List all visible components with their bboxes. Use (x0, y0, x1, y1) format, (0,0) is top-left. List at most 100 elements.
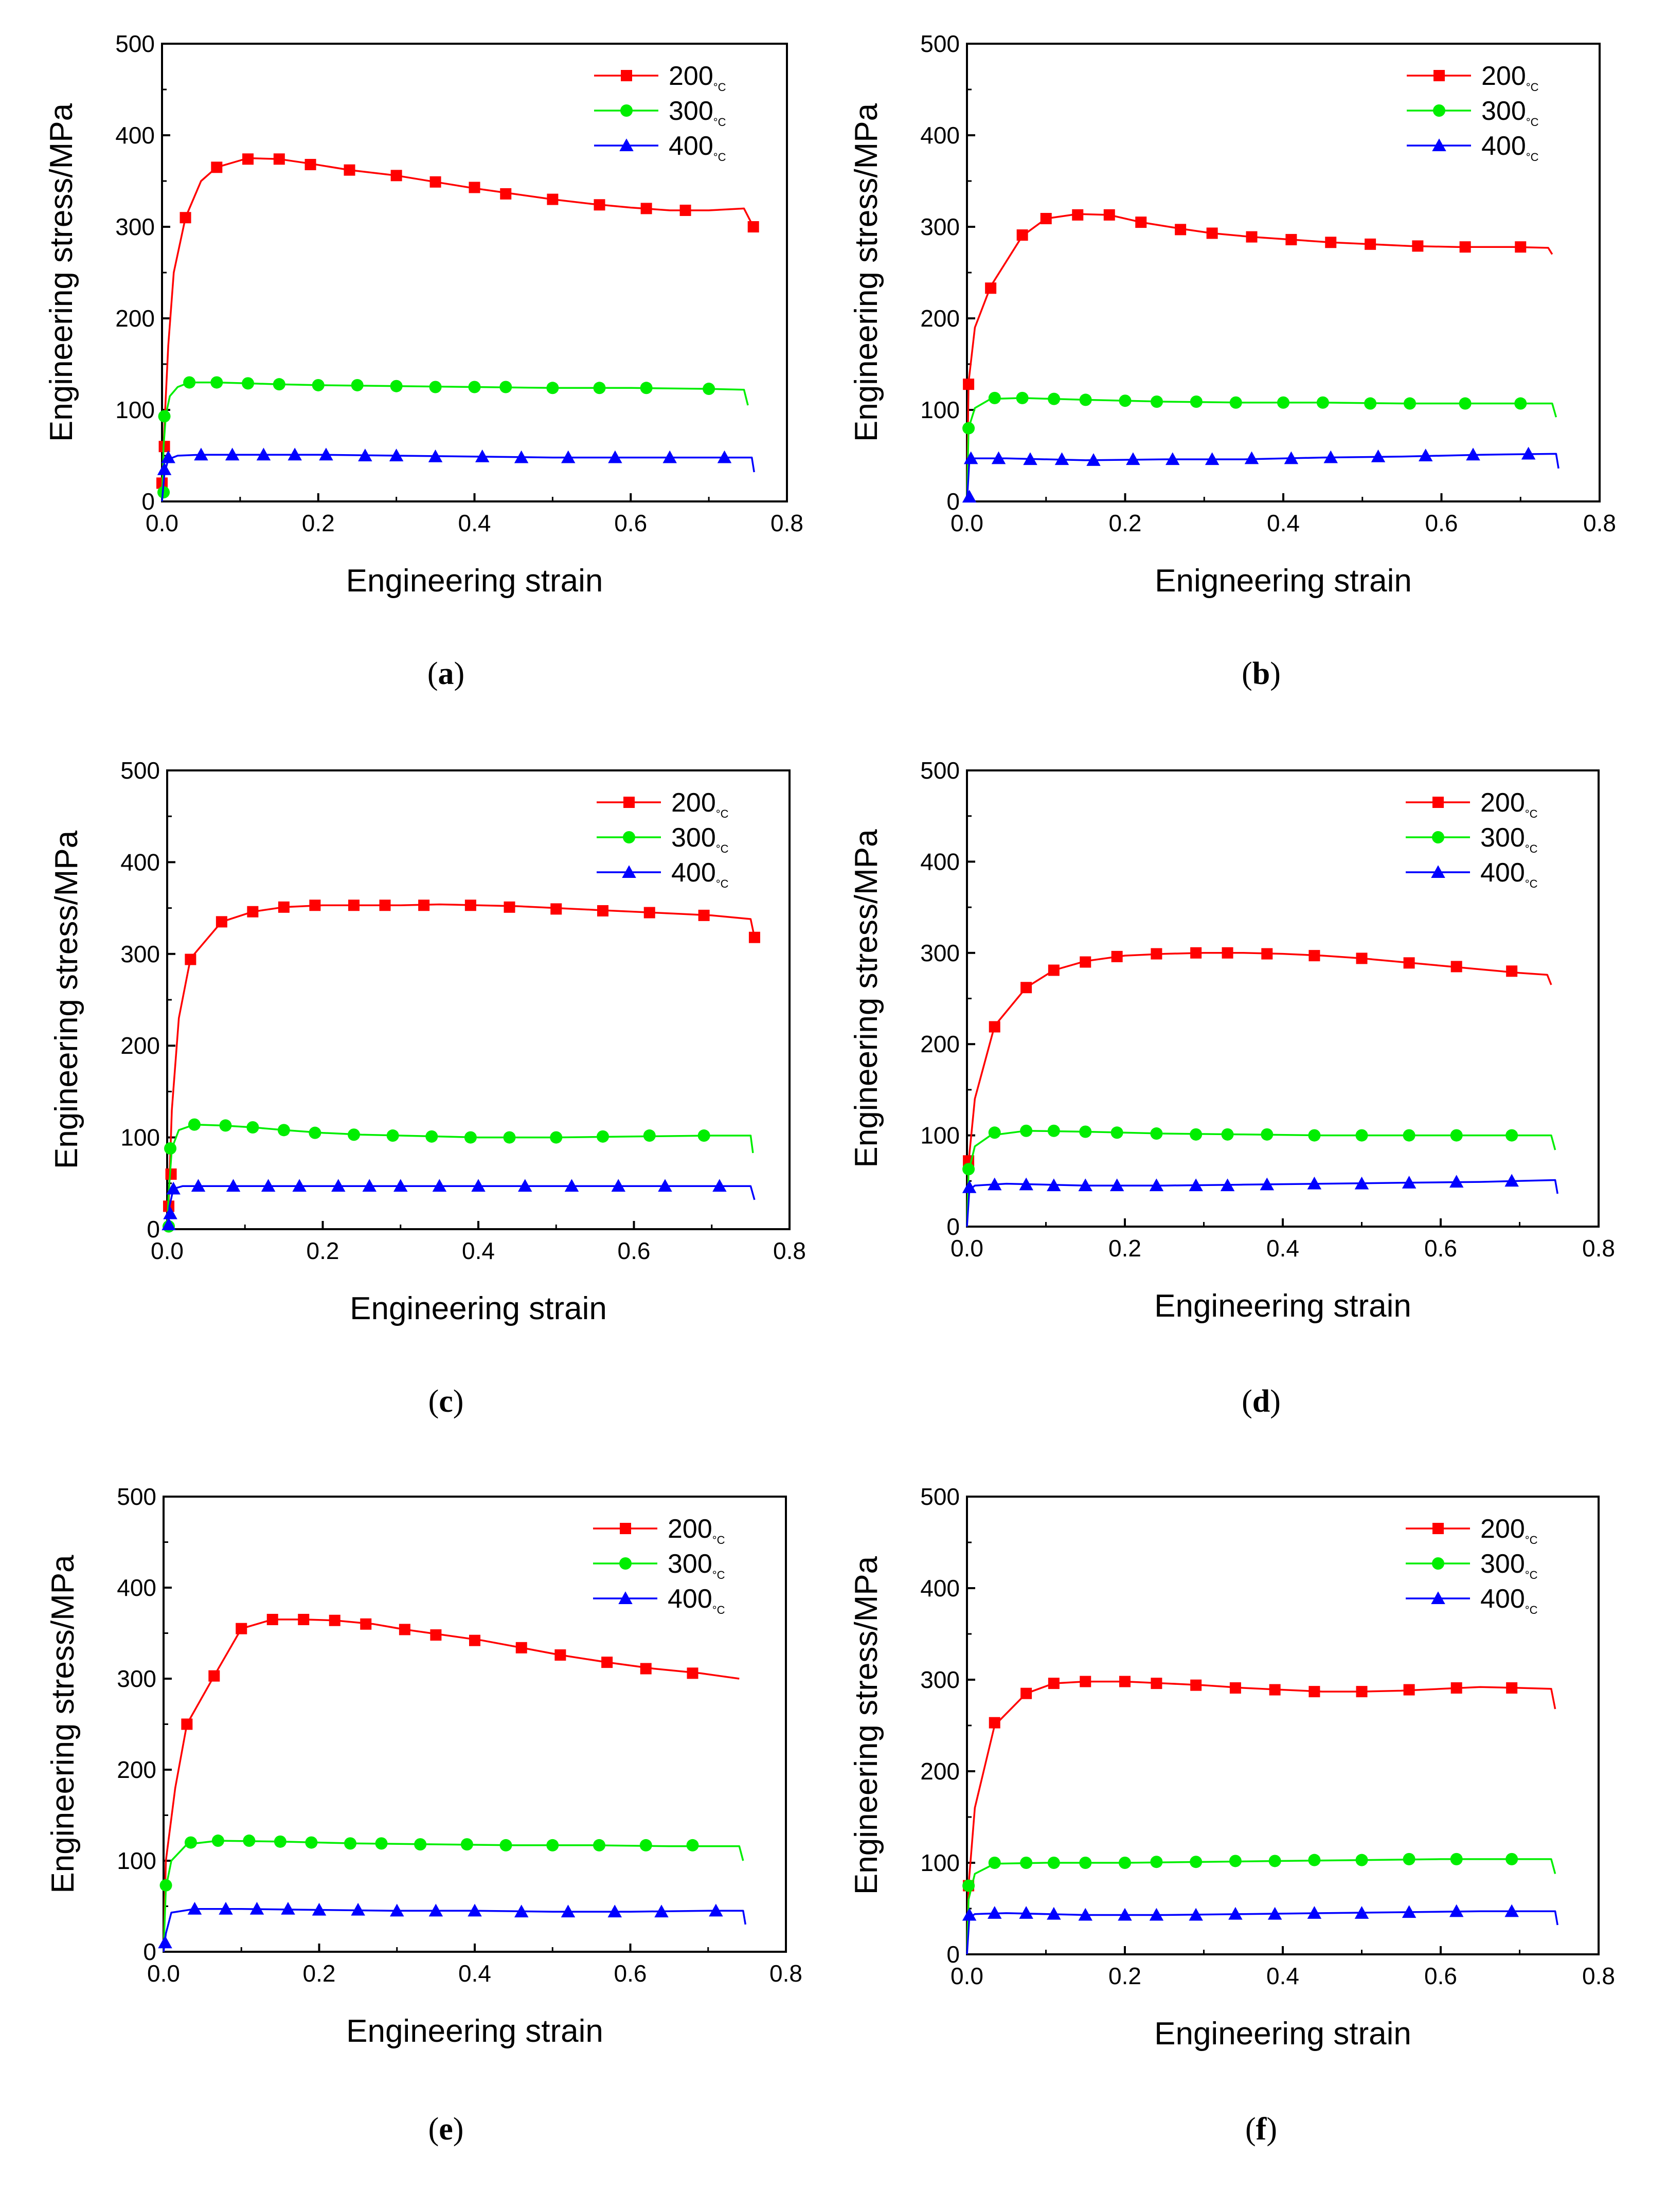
data-point-200 (1269, 1684, 1281, 1696)
data-point-200 (1190, 1679, 1202, 1691)
data-point-200 (554, 1649, 566, 1661)
legend-unit-suffix: °C (712, 1604, 725, 1616)
data-point-200 (464, 900, 476, 911)
data-point-400 (662, 450, 677, 463)
x-tick-label: 0.4 (458, 510, 491, 536)
data-point-200 (390, 170, 402, 182)
data-point-200 (747, 221, 759, 232)
data-point-200 (1080, 956, 1091, 968)
data-point-400 (194, 447, 208, 461)
data-point-400 (166, 1181, 181, 1195)
data-point-200 (698, 909, 710, 921)
x-tick-label: 0.8 (1583, 510, 1616, 536)
legend-item-200: 200°C (597, 788, 729, 820)
x-tick-label: 0.2 (1108, 1963, 1141, 1989)
data-point-300 (1261, 1128, 1274, 1141)
data-point-300 (390, 380, 403, 392)
plot-area (158, 1613, 747, 1952)
data-point-200 (180, 212, 191, 224)
data-point-300 (546, 1839, 559, 1851)
legend-label: 400°C (668, 1584, 725, 1616)
data-point-400 (163, 1206, 177, 1219)
legend-label: 300°C (671, 823, 729, 855)
y-axis-title: Engineering stress/MPa (849, 829, 884, 1168)
data-point-400 (518, 1179, 532, 1192)
data-point-200 (1365, 238, 1376, 250)
series-line-300 (966, 1858, 1556, 1955)
data-point-400 (991, 451, 1006, 464)
series-300 (962, 1853, 1556, 1955)
data-point-200 (1206, 227, 1218, 239)
data-point-200 (236, 1623, 247, 1634)
data-point-300 (1514, 397, 1527, 410)
y-tick-label: 500 (920, 757, 960, 784)
data-point-300 (962, 1163, 975, 1176)
data-point-300 (1020, 1857, 1033, 1869)
data-point-300 (1364, 397, 1377, 410)
data-point-200 (1308, 1686, 1320, 1698)
data-point-400 (256, 447, 271, 461)
data-point-400 (1149, 1908, 1164, 1921)
data-point-400 (654, 1904, 669, 1918)
data-point-300 (1404, 397, 1416, 410)
data-point-400 (717, 450, 732, 463)
legend-item-300: 300°C (594, 96, 726, 129)
data-point-400 (261, 1179, 276, 1192)
legend-marker (623, 797, 635, 808)
data-point-300 (243, 1835, 256, 1847)
x-tick-label: 0.2 (1108, 1235, 1141, 1262)
plot-area (962, 1676, 1558, 1955)
series-line-400 (166, 1185, 756, 1230)
data-point-200 (469, 1634, 480, 1646)
y-tick-label: 500 (920, 1483, 960, 1510)
y-tick-label: 400 (920, 1575, 960, 1602)
data-point-400 (962, 490, 977, 503)
data-point-200 (687, 1667, 698, 1679)
data-point-300 (703, 383, 715, 395)
series-line-400 (966, 453, 1560, 502)
x-tick-label: 0.0 (151, 1237, 184, 1264)
data-point-300 (1079, 393, 1092, 406)
data-point-400 (390, 1903, 404, 1917)
data-point-300 (550, 1131, 563, 1144)
y-tick-label: 400 (117, 1574, 156, 1601)
legend-item-300: 300°C (1406, 823, 1538, 855)
panel-label-f: (f) (1245, 2112, 1277, 2147)
series-200 (156, 153, 759, 502)
legend-item-300: 300°C (1406, 1549, 1538, 1581)
data-point-300 (988, 391, 1001, 404)
legend-item-400: 400°C (1406, 858, 1538, 890)
legend-marker (619, 1557, 632, 1570)
data-point-300 (499, 1839, 512, 1851)
data-point-300 (1308, 1129, 1321, 1142)
y-tick-label: 0 (946, 1213, 960, 1240)
data-point-400 (319, 447, 333, 461)
x-tick-label: 0.2 (303, 1960, 336, 1987)
x-tick-label: 0.4 (1266, 1963, 1299, 1989)
legend-unit-suffix: °C (716, 842, 729, 855)
data-point-400 (191, 1179, 206, 1192)
data-point-300 (1459, 397, 1472, 410)
data-point-300 (1048, 392, 1061, 405)
plot-area (962, 947, 1558, 1227)
y-tick-label: 200 (115, 305, 155, 332)
data-point-400 (1244, 451, 1259, 464)
data-point-300 (375, 1837, 388, 1850)
data-point-300 (1047, 1124, 1060, 1137)
data-point-300 (593, 1839, 605, 1851)
data-point-300 (277, 1124, 290, 1137)
data-point-400 (514, 450, 529, 463)
data-point-200 (348, 900, 360, 911)
data-point-300 (1403, 1129, 1415, 1142)
y-tick-label: 200 (920, 305, 960, 332)
x-axis-title: Engineering strain (1154, 1288, 1411, 1324)
data-point-200 (165, 1168, 177, 1180)
x-tick-label: 0.0 (951, 1963, 983, 1989)
data-point-200 (273, 153, 285, 165)
legend-unit-suffix: °C (713, 116, 726, 129)
y-tick-label: 300 (920, 213, 960, 240)
chart-panel-e: 0.0 0.2 0.4 0.6 0.8 0 100 200 300 400 500 Engineeri… (45, 1483, 802, 2147)
